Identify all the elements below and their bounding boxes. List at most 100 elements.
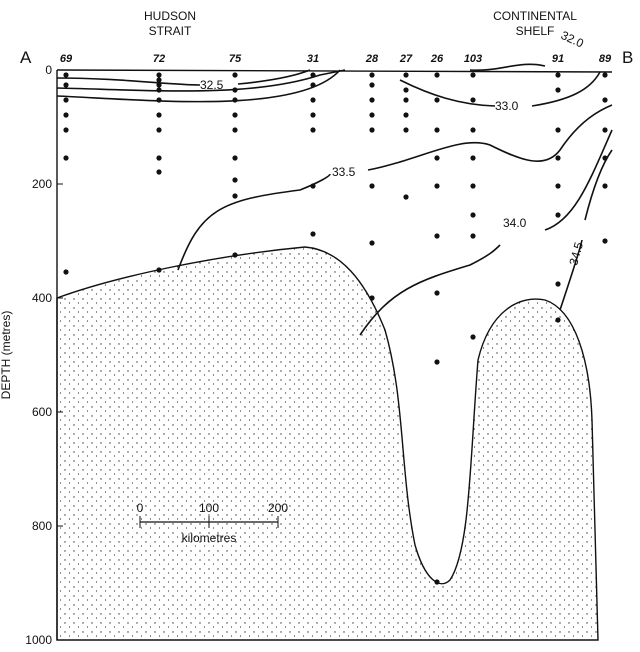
- contour: [56, 69, 341, 103]
- sample-point: [434, 97, 440, 103]
- tick-label: 600: [32, 405, 52, 419]
- sample-point: [434, 290, 440, 296]
- sample-point: [555, 87, 561, 93]
- sample-point: [602, 127, 608, 133]
- sample-point: [232, 72, 238, 78]
- sample-point: [232, 252, 238, 258]
- isohaline-label: 34.5: [566, 240, 586, 266]
- sample-point: [403, 97, 409, 103]
- tick-label: 0: [45, 63, 52, 77]
- seabed: [56, 246, 599, 641]
- sample-point: [369, 183, 375, 189]
- contour: [177, 104, 613, 271]
- sample-point: [310, 127, 316, 133]
- sample-point: [434, 72, 440, 78]
- sample-point: [369, 97, 375, 103]
- sample-point: [156, 77, 162, 83]
- station-label: 91: [552, 53, 564, 65]
- sample-point: [470, 183, 476, 189]
- sample-point: [555, 127, 561, 133]
- sample-point: [403, 87, 409, 93]
- isohalines: [56, 63, 613, 336]
- station-label: 31: [307, 53, 319, 65]
- sample-point: [310, 82, 316, 88]
- sample-point: [369, 127, 375, 133]
- sample-point: [369, 295, 375, 301]
- tick-label: 200: [32, 177, 52, 191]
- sample-point: [369, 82, 375, 88]
- axis-label: DEPTH (metres): [0, 311, 13, 400]
- sample-point: [156, 155, 162, 161]
- sample-point: [602, 183, 608, 189]
- sample-point: [63, 269, 69, 275]
- sample-point: [434, 155, 440, 161]
- contour: [359, 129, 613, 336]
- sample-point: [63, 82, 69, 88]
- region-line: STRAIT: [149, 24, 192, 38]
- sample-point: [156, 169, 162, 175]
- sample-point: [403, 194, 409, 200]
- section-start: A: [20, 48, 32, 67]
- sample-point: [555, 317, 561, 323]
- sample-point: [310, 112, 316, 118]
- isohaline-label: 32.0: [559, 28, 586, 51]
- sample-point: [232, 87, 238, 93]
- region-line: SHELF: [516, 24, 555, 38]
- sample-point: [156, 87, 162, 93]
- sample-point: [310, 183, 316, 189]
- sample-point: [403, 127, 409, 133]
- contour: [56, 69, 311, 86]
- sample-point: [156, 82, 162, 88]
- sample-point: [232, 177, 238, 183]
- tick-label: 800: [32, 519, 52, 533]
- sample-point: [156, 72, 162, 78]
- sample-point: [602, 97, 608, 103]
- region-line: CONTINENTAL: [493, 9, 577, 23]
- sample-point: [63, 112, 69, 118]
- station-label: 27: [399, 53, 413, 65]
- sample-point: [470, 97, 476, 103]
- isohaline-label: 33.5: [332, 165, 356, 179]
- sample-point: [602, 238, 608, 244]
- contour: [559, 149, 613, 311]
- sample-point: [232, 112, 238, 118]
- sample-point: [555, 155, 561, 161]
- sample-point: [310, 72, 316, 78]
- station-label: 72: [153, 53, 165, 65]
- station-label: 26: [430, 53, 444, 65]
- scale-unit: kilometres: [182, 531, 237, 545]
- sample-point: [434, 579, 440, 585]
- sample-point: [156, 97, 162, 103]
- sample-point: [63, 97, 69, 103]
- isohaline-label: 34.0: [503, 216, 527, 230]
- sample-point: [403, 112, 409, 118]
- sample-point: [434, 359, 440, 365]
- sample-point: [232, 127, 238, 133]
- sample-point: [470, 212, 476, 218]
- sample-point: [310, 231, 316, 237]
- sample-point: [369, 72, 375, 78]
- contour: [56, 69, 601, 107]
- sample-point: [602, 155, 608, 161]
- region-line: HUDSON: [144, 9, 196, 23]
- sample-point: [156, 112, 162, 118]
- sample-point: [470, 233, 476, 239]
- sample-point: [156, 127, 162, 133]
- sample-point: [232, 155, 238, 161]
- sample-point: [403, 72, 409, 78]
- sample-point: [434, 183, 440, 189]
- scale-tick: 200: [268, 501, 288, 515]
- station-label: 75: [229, 53, 242, 65]
- surface: [56, 69, 613, 73]
- scale-tick: 100: [199, 501, 219, 515]
- isohaline-label: 32.5: [200, 78, 224, 92]
- sample-point: [232, 193, 238, 199]
- station-label: 89: [599, 53, 612, 65]
- sample-point: [369, 112, 375, 118]
- sample-point: [434, 233, 440, 239]
- station-label: 69: [60, 53, 73, 65]
- sample-point: [470, 127, 476, 133]
- station-label: 103: [464, 53, 482, 65]
- scale-bar: 0 100 200 kilometres: [137, 501, 289, 545]
